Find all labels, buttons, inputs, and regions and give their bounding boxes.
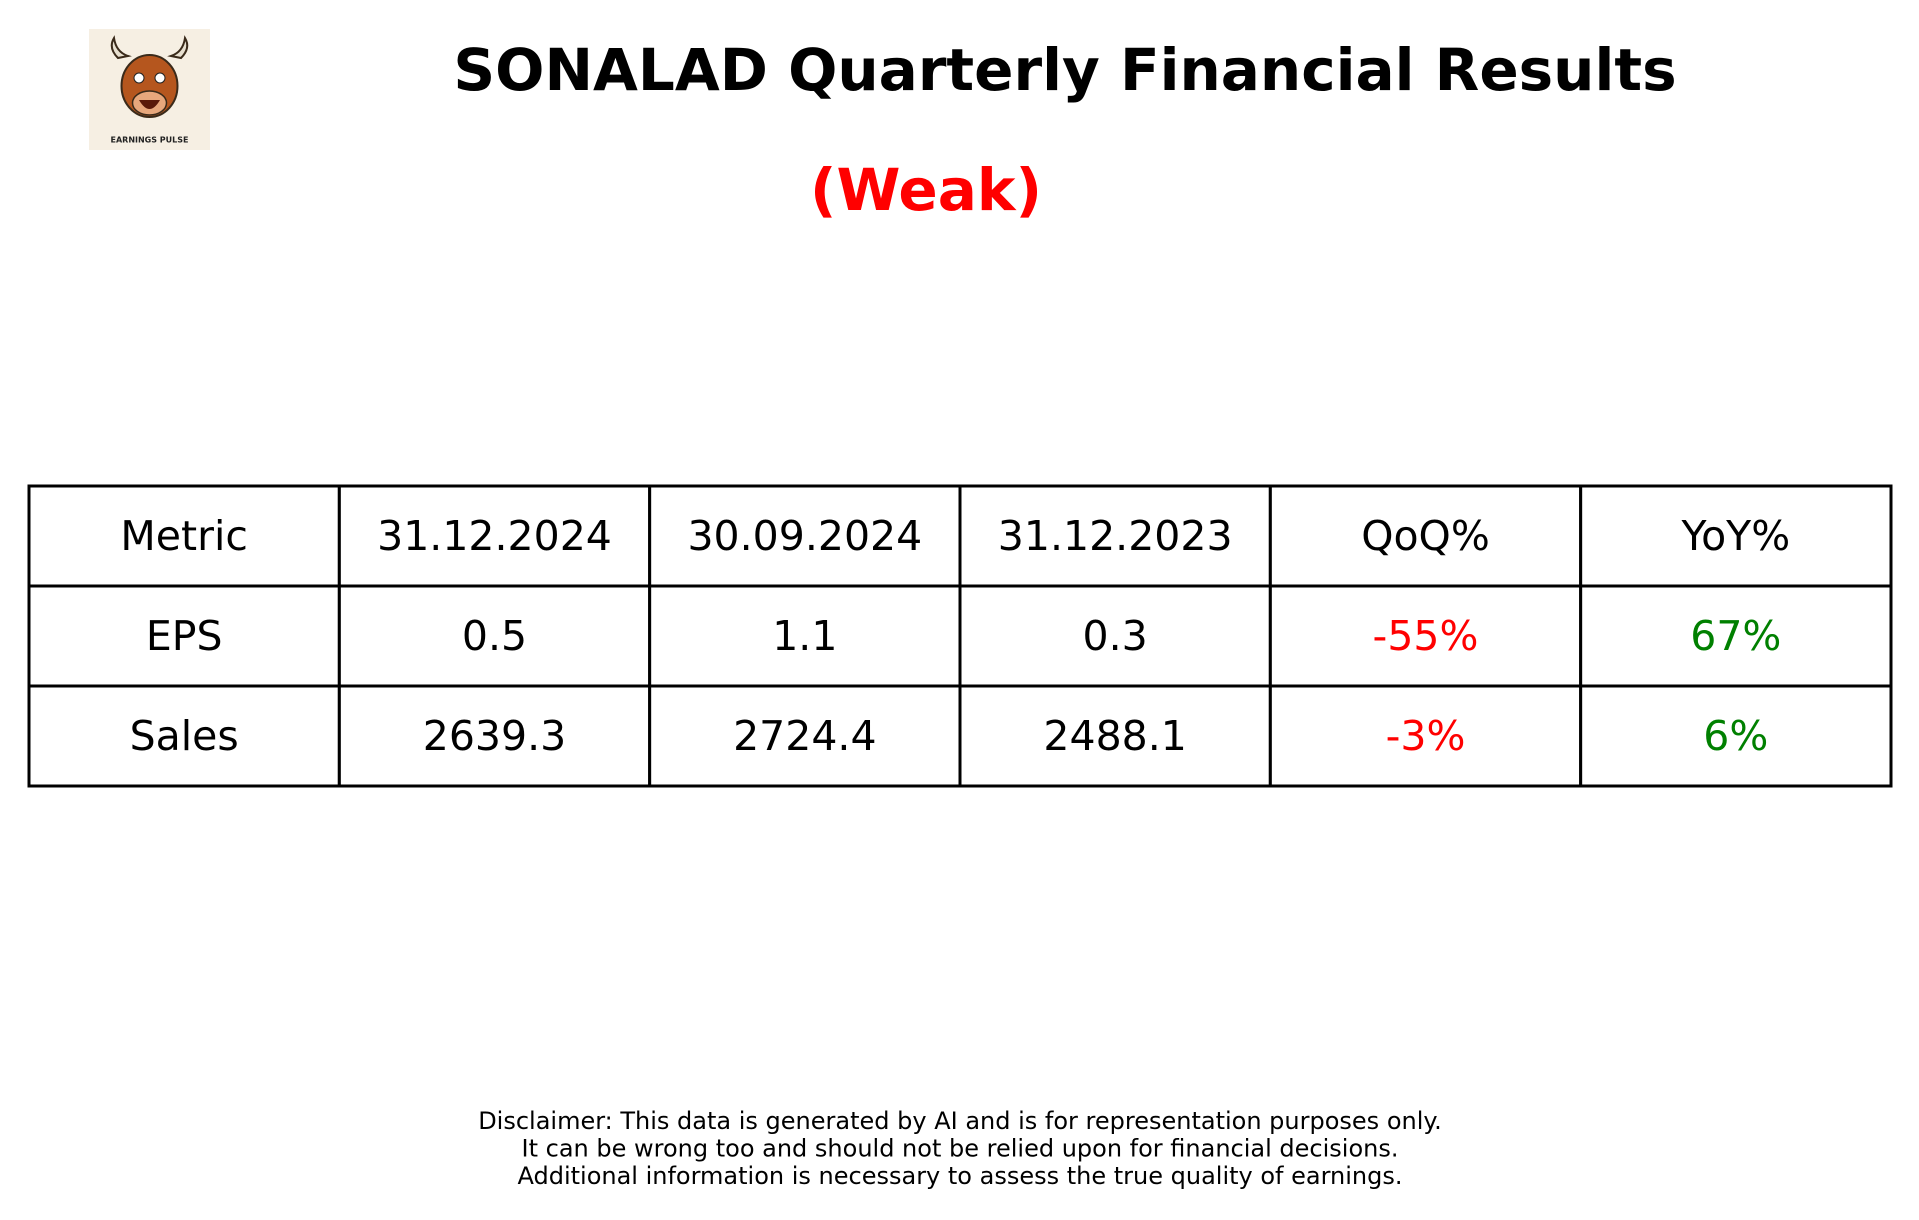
- table-cell: [648, 684, 962, 788]
- table-cell: [1579, 584, 1893, 688]
- table-cell: [1579, 684, 1893, 788]
- rating: (Weak): [810, 156, 1042, 224]
- cell-text: 0.3: [1083, 612, 1148, 660]
- column-header: YoY%: [1680, 512, 1790, 560]
- column-header: Metric: [120, 512, 247, 560]
- disclaimer-line: Additional information is necessary to a…: [517, 1162, 1402, 1190]
- cell-text: -55%: [1373, 612, 1479, 660]
- table-cell: [337, 584, 652, 688]
- disclaimer-line: Disclaimer: This data is generated by AI…: [478, 1107, 1442, 1135]
- table-cell: [27, 584, 341, 688]
- cell-text: 2639.3: [423, 712, 566, 760]
- cell-text: 1.1: [772, 612, 837, 660]
- title: SONALAD Quarterly Financial Results: [453, 36, 1676, 104]
- table-cell: [337, 684, 652, 788]
- logo-text: EARNINGS PULSE: [111, 136, 189, 145]
- column-header: 31.12.2024: [377, 512, 612, 560]
- disclaimer-line: It can be wrong too and should not be re…: [522, 1135, 1399, 1163]
- cell-text: 0.5: [462, 612, 527, 660]
- column-header: QoQ%: [1361, 512, 1490, 560]
- column-header: 30.09.2024: [687, 512, 922, 560]
- cell-text: 2488.1: [1043, 712, 1186, 760]
- table-cell: [958, 684, 1272, 788]
- cell-text: 67%: [1690, 612, 1781, 660]
- disclaimer: Disclaimer: This data is generated by AI…: [478, 1107, 1442, 1190]
- cell-text: Sales: [130, 712, 239, 760]
- table-cell: [1579, 484, 1893, 588]
- logo-eye: [154, 72, 166, 84]
- logo-horn-left: [110, 35, 132, 60]
- table-cell: [1268, 484, 1583, 588]
- results-table: Metric 31.12.2024 30.09.2024 31.12.2023 QoQ%…: [27, 484, 1893, 788]
- cell-text: -3%: [1386, 712, 1466, 760]
- cell-text: 2724.4: [733, 712, 876, 760]
- logo-horn-right: [167, 35, 189, 60]
- logo-eye: [133, 72, 145, 84]
- column-header: 31.12.2023: [998, 512, 1233, 560]
- cell-text: 6%: [1703, 712, 1768, 760]
- logo-mouth: [139, 100, 160, 109]
- logo: EARNINGS PULSE: [89, 29, 210, 150]
- table-cell: [958, 584, 1272, 688]
- cell-text: EPS: [146, 612, 223, 660]
- table-cell: [1268, 684, 1583, 788]
